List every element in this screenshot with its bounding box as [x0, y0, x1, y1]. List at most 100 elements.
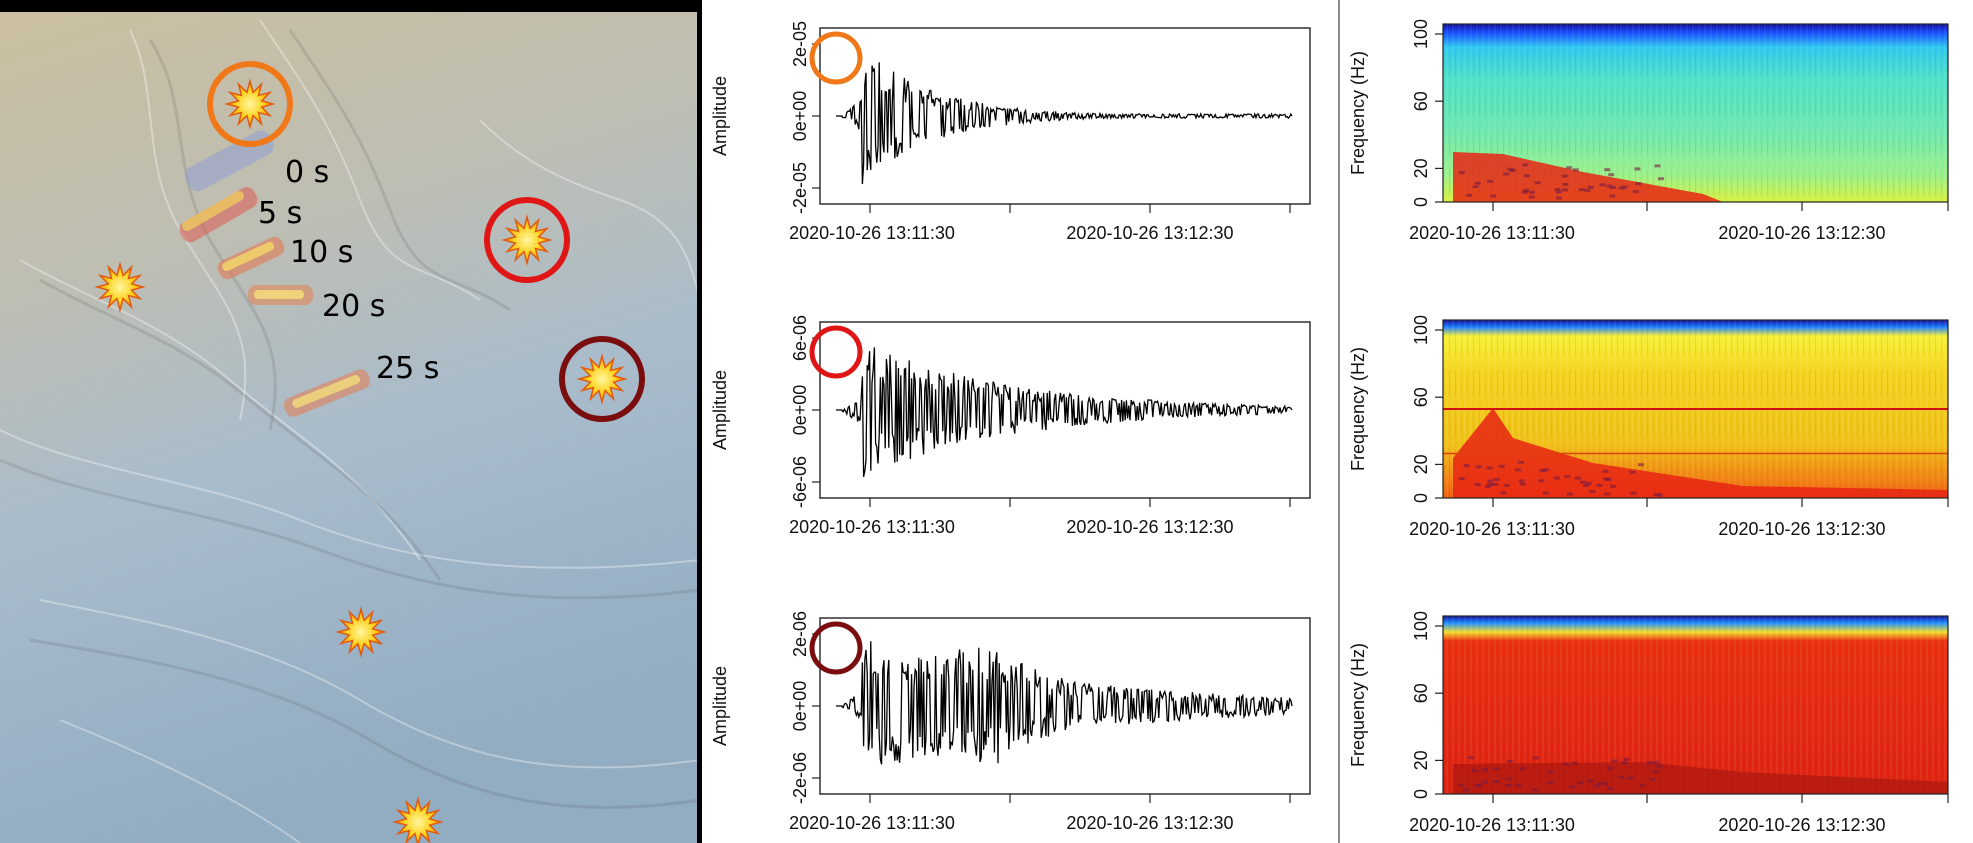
y-tick-label: 100 [1411, 19, 1431, 49]
waveform-panel-3: 2e-06 0e+00 -2e-06 Amplitude 2020-10-26 13:1… [710, 611, 1311, 833]
y-tick-label: 0 [1411, 493, 1431, 503]
station-burst-icon [335, 606, 387, 658]
energy-speckle [1629, 470, 1636, 474]
energy-speckle [1532, 787, 1539, 791]
energy-speckle [1606, 184, 1613, 188]
energy-speckle [1599, 183, 1606, 187]
energy-speckle [1634, 167, 1641, 171]
energy-speckle [1639, 784, 1646, 788]
y-tick-label: 6e-06 [790, 315, 810, 361]
station-circle-darkred [559, 336, 645, 422]
waveform-panel-2: 6e-06 0e+00 -6e-06 Amplitude 2020-10-26 13:1… [710, 315, 1311, 537]
energy-speckle [1610, 484, 1617, 488]
energy-speckle [1539, 469, 1546, 473]
time-label-5s: 5 s [258, 196, 302, 231]
terrain-background [0, 0, 700, 843]
energy-speckle [1463, 464, 1470, 468]
energy-speckle [1490, 194, 1497, 198]
energy-speckle [1521, 190, 1528, 194]
y-axis-label: Frequency (Hz) [1348, 347, 1368, 471]
energy-speckle [1506, 760, 1513, 763]
energy-speckle [1578, 188, 1585, 192]
energy-speckle [1621, 761, 1628, 765]
y-tick-label: 20 [1411, 454, 1431, 474]
energy-speckle [1652, 769, 1659, 773]
energy-speckle [1587, 185, 1594, 189]
energy-speckle [1462, 788, 1469, 792]
energy-speckle [1571, 761, 1578, 765]
station-burst-icon [224, 78, 276, 130]
spectrogram-frame [1442, 319, 1949, 499]
energy-speckle [1572, 168, 1579, 172]
energy-speckle [1580, 480, 1586, 484]
energy-speckle [1566, 492, 1573, 496]
y-tick-label: 20 [1411, 750, 1431, 770]
map-right-border [697, 0, 702, 843]
energy-speckle [1493, 780, 1500, 783]
energy-speckle [1522, 163, 1529, 167]
y-axis-label: Frequency (Hz) [1348, 643, 1368, 767]
time-label-0s: 0 s [285, 155, 329, 190]
energy-speckle [1492, 483, 1499, 486]
energy-speckle [1515, 784, 1522, 788]
energy-speckle [1562, 762, 1569, 766]
energy-speckle [1534, 181, 1541, 185]
station-circle-red [484, 197, 570, 283]
energy-speckle [1561, 188, 1568, 192]
x-tick-label: 2020-10-26 13:11:30 [1409, 519, 1575, 539]
energy-speckle [1596, 483, 1603, 487]
energy-speckle [1481, 780, 1488, 784]
energy-speckle [1623, 757, 1630, 761]
energy-speckle [1524, 174, 1530, 178]
terrain-shading [0, 19, 701, 843]
waveform-panel-1: 2e-05 0e+00 -2e-05 Amplitude 2020-10-26 13:1… [710, 21, 1311, 243]
energy-speckle [1657, 177, 1664, 181]
energy-speckle [1487, 179, 1494, 183]
energy-speckle [1627, 776, 1634, 780]
energy-speckle [1529, 190, 1535, 194]
x-tick-label: 2020-10-26 13:11:30 [1409, 223, 1575, 243]
energy-speckle [1638, 463, 1644, 467]
energy-speckle [1468, 756, 1475, 760]
energy-speckle [1611, 759, 1618, 763]
energy-speckle [1604, 168, 1611, 172]
x-tick-label: 2020-10-26 13:11:30 [789, 517, 955, 537]
station-indicator-circle [809, 325, 863, 379]
energy-speckle [1635, 182, 1642, 186]
energy-speckle [1593, 784, 1600, 788]
energy-speckle [1532, 756, 1539, 760]
energy-speckle [1472, 185, 1479, 189]
spectrogram-panel-2: 100 60 20 0 Frequency (Hz) 2020-10-26 13:11:3… [1348, 315, 1949, 539]
y-tick-label: 2e-05 [790, 21, 810, 67]
energy-speckle [1554, 188, 1561, 191]
energy-speckle [1656, 493, 1663, 497]
energy-speckle [1509, 169, 1516, 172]
energy-speckle [1603, 477, 1609, 481]
y-tick-label: 100 [1411, 611, 1431, 641]
waveform-trace [836, 641, 1293, 765]
station-indicator-circle [809, 621, 863, 675]
station-burst-icon [576, 353, 628, 405]
energy-speckle [1487, 479, 1494, 483]
station-circle-orange [207, 61, 293, 147]
energy-speckle [1566, 166, 1573, 170]
energy-speckle [1466, 193, 1473, 197]
energy-speckle [1517, 460, 1524, 464]
energy-speckle [1654, 164, 1661, 168]
energy-speckle [1652, 760, 1659, 764]
y-tick-label: 2e-06 [790, 611, 810, 657]
energy-speckle [1555, 190, 1562, 194]
energy-speckle [1458, 783, 1465, 787]
station-indicator-circle [809, 31, 863, 85]
energy-speckle [1602, 782, 1609, 786]
event-energy [1453, 152, 1723, 202]
energy-speckle [1493, 767, 1500, 771]
energy-speckle [1607, 787, 1614, 791]
energy-speckle [1589, 490, 1596, 493]
energy-speckle [1493, 477, 1500, 481]
waveform-column: 2e-05 0e+00 -2e-05 Amplitude 2020-10-26 13:1… [710, 21, 1311, 833]
energy-speckle [1618, 775, 1625, 779]
y-tick-label: 0e+00 [790, 91, 810, 142]
energy-speckle [1523, 188, 1530, 192]
